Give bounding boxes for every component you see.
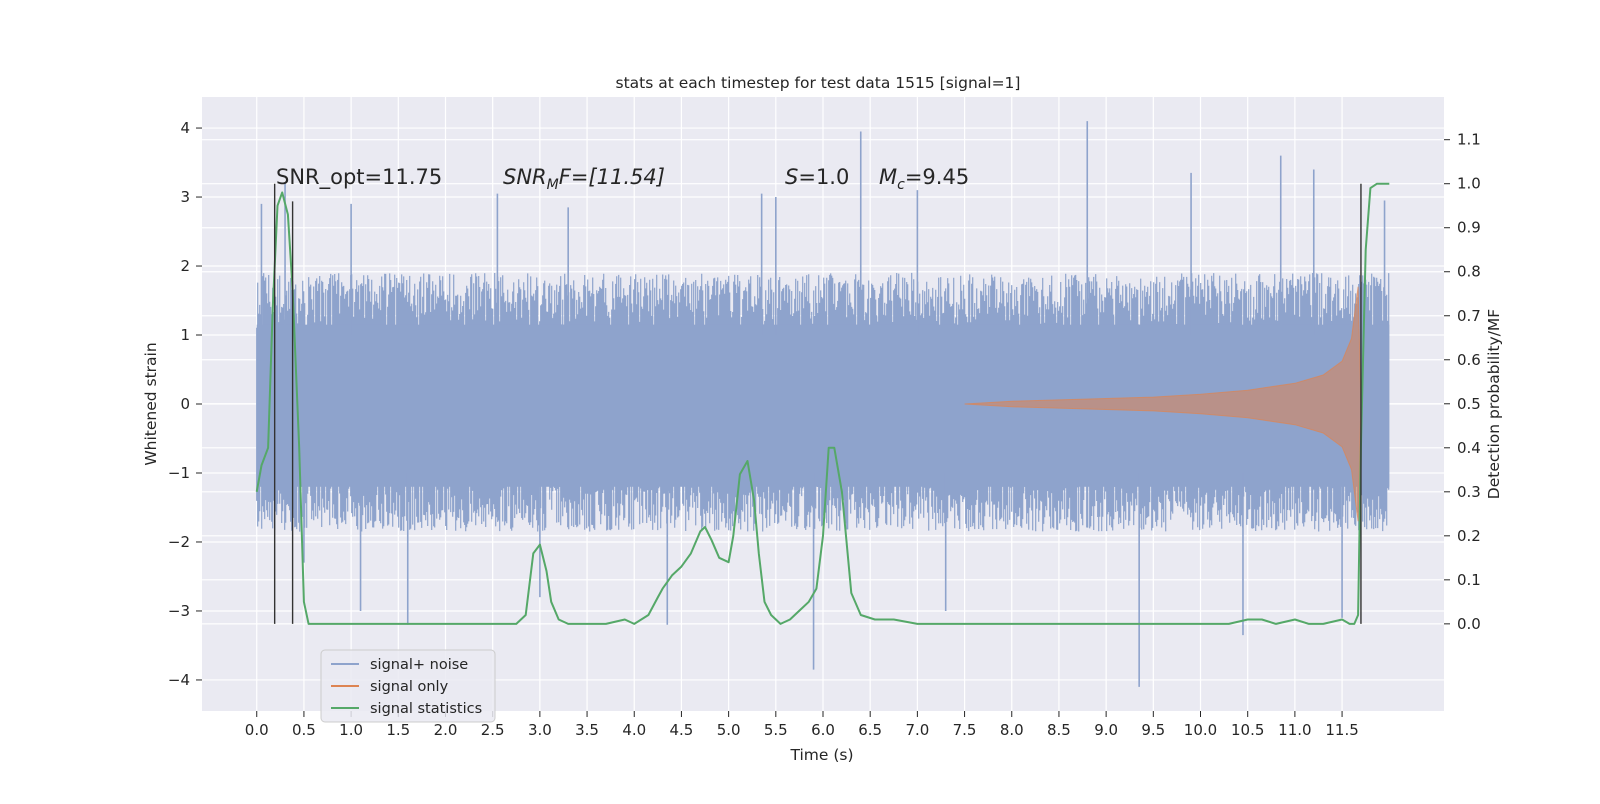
right-y-tick-label: 0.6: [1457, 351, 1481, 369]
mc-annotation: Mc=9.45: [879, 165, 969, 193]
x-tick-label: 10.5: [1231, 721, 1264, 739]
x-tick-label: 7.5: [953, 721, 977, 739]
chart-title: stats at each timestep for test data 151…: [616, 74, 1021, 92]
x-tick-label: 1.0: [339, 721, 363, 739]
x-tick-label: 4.5: [670, 721, 694, 739]
left-y-tick-label: 2: [180, 257, 190, 275]
left-y-tick-label: 4: [180, 119, 190, 137]
left-y-tick-label: 0: [180, 395, 190, 413]
left-y-tick-label: −4: [168, 671, 190, 689]
left-y-tick-label: 3: [180, 188, 190, 206]
x-tick-label: 2.0: [434, 721, 458, 739]
signal-statistics-series: [255, 182, 1390, 625]
right-y-tick-label: 0.9: [1457, 219, 1481, 237]
right-y-tick-label: 0.8: [1457, 263, 1481, 281]
x-tick-label: 5.5: [764, 721, 788, 739]
x-tick-label: 11.0: [1278, 721, 1311, 739]
left-y-tick-label: −3: [168, 602, 190, 620]
x-tick-label: 0.5: [292, 721, 316, 739]
snr-mf-annotation: SNRMF=[11.54]: [503, 165, 665, 193]
left-y-tick-label: −1: [168, 464, 190, 482]
x-axis-ticks: 0.0 0.5 1.0 1.5 2.0 2.5 3.0 3.5 4.0 4.5 5.0 5.5 6.0 6…: [245, 711, 1359, 739]
x-tick-label: 9.0: [1094, 721, 1118, 739]
x-tick-label: 1.5: [386, 721, 410, 739]
x-tick-label: 8.0: [1000, 721, 1024, 739]
legend: signal+ noise signal only signal statistic…: [320, 649, 496, 723]
signal-statistics-line: [255, 182, 1390, 625]
x-tick-label: 9.5: [1141, 721, 1165, 739]
annotations: SNR_opt=11.75 SNRMF=[11.54] S=1.0 Mc=9.4…: [276, 165, 969, 193]
right-y-tick-label: 0.0: [1457, 615, 1481, 633]
x-tick-label: 3.0: [528, 721, 552, 739]
right-y-tick-label: 1.0: [1457, 175, 1481, 193]
left-y-tick-label: −2: [168, 533, 190, 551]
right-y-tick-label: 0.4: [1457, 439, 1481, 457]
right-y-axis-label: Detection probability/MF: [1485, 309, 1503, 500]
x-tick-label: 10.0: [1184, 721, 1217, 739]
legend-label: signal only: [370, 679, 449, 695]
x-tick-label: 4.0: [622, 721, 646, 739]
right-y-tick-label: 0.2: [1457, 527, 1481, 545]
x-tick-label: 5.0: [717, 721, 741, 739]
s-annotation: S=1.0: [785, 165, 849, 189]
x-tick-label: 0.0: [245, 721, 269, 739]
x-axis-label: Time (s): [789, 746, 853, 764]
x-tick-label: 2.5: [481, 721, 505, 739]
legend-box: [320, 649, 496, 723]
x-tick-label: 11.5: [1325, 721, 1358, 739]
x-tick-label: 3.5: [575, 721, 599, 739]
x-tick-label: 6.5: [858, 721, 882, 739]
vertical-markers: [273, 183, 1362, 624]
left-y-axis-label: Whitened strain: [142, 342, 160, 465]
right-y-tick-label: 0.1: [1457, 571, 1481, 589]
left-y-axis-ticks: 4 3 2 1 0 −1 −2 −3 −4: [168, 119, 202, 689]
x-tick-label: 7.0: [905, 721, 929, 739]
snr-opt-annotation: SNR_opt=11.75: [276, 165, 442, 190]
right-y-tick-label: 0.3: [1457, 483, 1481, 501]
x-tick-label: 8.5: [1047, 721, 1071, 739]
legend-label: signal+ noise: [370, 657, 468, 673]
right-y-axis-ticks: 1.1 1.0 0.9 0.8 0.7 0.6 0.5 0.4 0.3 0.2 0.1 0.0: [1444, 131, 1481, 633]
right-y-tick-label: 1.1: [1457, 131, 1481, 149]
x-tick-label: 6.0: [811, 721, 835, 739]
right-y-tick-label: 0.5: [1457, 395, 1481, 413]
legend-label: signal statistics: [370, 701, 482, 717]
left-y-tick-label: 1: [180, 326, 190, 344]
right-y-tick-label: 0.7: [1457, 307, 1481, 325]
